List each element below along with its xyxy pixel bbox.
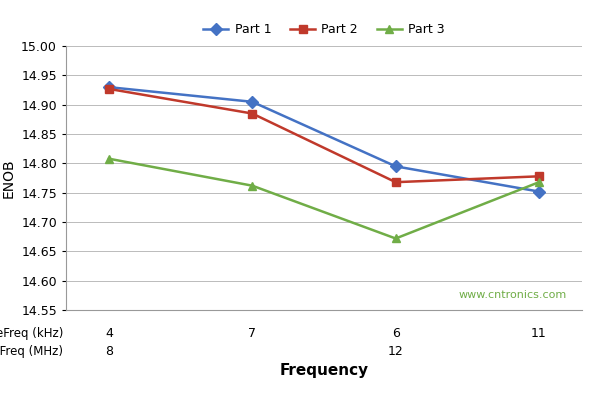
Text: 4: 4 xyxy=(105,326,113,340)
Part 3 xyxy=(106,156,113,161)
Text: Frequency: Frequency xyxy=(280,363,368,378)
Text: www.cntronics.com: www.cntronics.com xyxy=(458,290,566,300)
Text: 6: 6 xyxy=(392,326,400,340)
Legend: Part 1, Part 2, Part 3: Part 1, Part 2, Part 3 xyxy=(199,18,449,41)
Part 2 xyxy=(392,180,399,185)
Line: Part 2: Part 2 xyxy=(105,85,543,186)
Part 1 xyxy=(392,164,399,169)
Line: Part 3: Part 3 xyxy=(105,155,543,243)
Part 2 xyxy=(106,86,113,91)
Part 3 xyxy=(392,236,399,241)
Part 2 xyxy=(535,174,542,179)
Y-axis label: ENOB: ENOB xyxy=(2,158,16,198)
Part 1 xyxy=(249,99,256,104)
Part 3 xyxy=(249,183,256,188)
Part 3 xyxy=(535,180,542,185)
Line: Part 1: Part 1 xyxy=(105,83,543,196)
Part 2 xyxy=(249,111,256,116)
Text: 11: 11 xyxy=(531,326,547,340)
Text: 7: 7 xyxy=(248,326,256,340)
Text: 8: 8 xyxy=(105,345,113,359)
Text: AdcFreq (MHz): AdcFreq (MHz) xyxy=(0,345,63,359)
Text: SampleFreq (kHz): SampleFreq (kHz) xyxy=(0,326,63,340)
Part 1 xyxy=(535,189,542,194)
Part 1 xyxy=(106,85,113,90)
Text: 12: 12 xyxy=(388,345,404,359)
